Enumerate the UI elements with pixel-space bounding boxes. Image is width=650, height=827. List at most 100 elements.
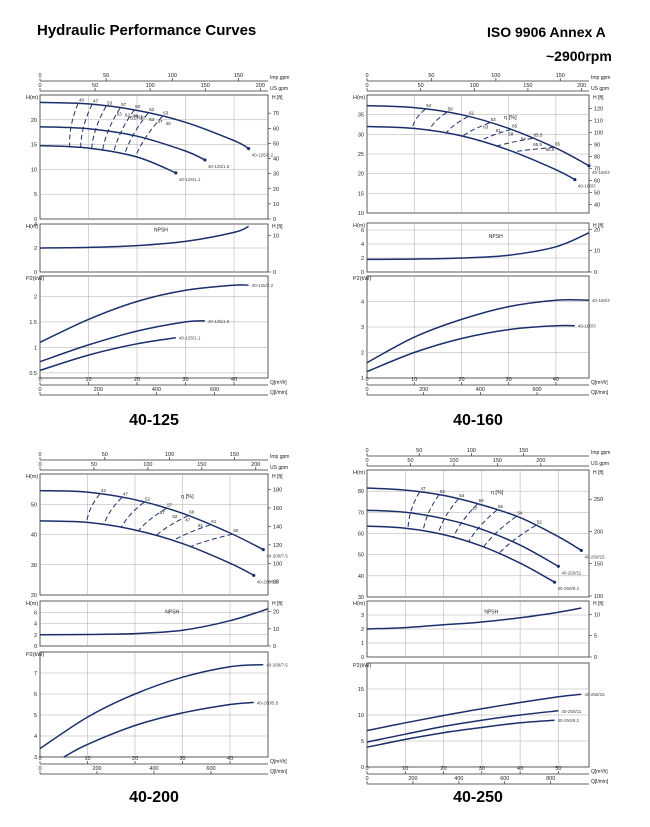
y-tick-label: 20 — [31, 118, 37, 124]
y-right-tick-label: 0 — [594, 655, 597, 661]
m3h-tick-label: 30 — [179, 756, 185, 762]
us-tick-label: 0 — [38, 83, 41, 89]
power-curve — [366, 710, 559, 743]
y-tick-label: 30 — [358, 132, 364, 138]
efficiency-isoline — [155, 515, 189, 537]
imp-tick-label: 150 — [519, 448, 528, 454]
y-right-tick-label: 110 — [594, 118, 603, 124]
power-series-label: 40-200/7.5 — [266, 663, 288, 668]
efficiency-value: 65 — [555, 141, 561, 146]
head-series-label: 40-250/15 — [584, 554, 605, 559]
head-series-label: 40-160/3 — [578, 184, 596, 189]
y-tick-label: 3 — [361, 613, 364, 619]
y-tick-label: 10 — [358, 713, 364, 719]
y-tick-label: 0.5 — [29, 371, 37, 377]
y-right-tick-label: 10 — [273, 233, 279, 239]
efficiency-value: 47 — [185, 518, 191, 523]
y-tick-label: 15 — [31, 143, 37, 149]
head-ylabel: H(m) — [26, 95, 38, 101]
y-right-tick-label: 60 — [594, 178, 600, 184]
lmin-tick-label: 400 — [454, 776, 463, 782]
imp-tick-label: 50 — [428, 73, 434, 79]
efficiency-value: 52 — [145, 496, 151, 501]
y-tick-label: 4 — [361, 300, 364, 306]
head-ylabel-right: H [ft] — [272, 95, 283, 101]
chart-title: 40-250 — [453, 789, 503, 806]
efficiency-value: 63 — [163, 111, 169, 116]
npsh-ylabel: H(m) — [353, 223, 365, 229]
us-tick-label: 50 — [91, 462, 97, 468]
power-series-label: 40-125/2.2 — [252, 283, 274, 288]
head-end-point — [203, 158, 207, 162]
y-right-tick-label: 140 — [273, 524, 282, 530]
efficiency-isoline — [495, 137, 533, 147]
head-end-point — [261, 548, 265, 552]
efficiency-isoline — [437, 498, 459, 534]
head-frame — [39, 94, 269, 220]
y-tick-label: 5 — [361, 739, 364, 745]
efficiency-isoline — [512, 146, 555, 153]
standard-label: ISO 9906 Annex A — [487, 24, 606, 40]
efficiency-value: 53 — [149, 117, 155, 122]
imp-axis-label: Imp gpm — [270, 454, 289, 460]
us-tick-label: 100 — [449, 458, 458, 464]
lmin-tick-label: 600 — [532, 387, 541, 393]
y-right-tick-label: 50 — [594, 190, 600, 196]
us-tick-label: 100 — [146, 83, 155, 89]
efficiency-isoline — [134, 116, 163, 157]
y-tick-label: 4 — [34, 222, 37, 228]
imp-tick-label: 100 — [467, 448, 476, 454]
head-end-point — [174, 171, 178, 175]
npsh-frame — [366, 222, 590, 273]
imp-tick-label: 50 — [102, 452, 108, 458]
power-frame — [39, 275, 269, 379]
efficiency-value: 63 — [117, 111, 123, 116]
imp-tick-label: 100 — [168, 73, 177, 79]
y-tick-label: 20 — [31, 593, 37, 599]
y-tick-label: 10 — [358, 211, 364, 217]
efficiency-value: 65.5 — [533, 142, 542, 147]
efficiency-isoline — [452, 503, 479, 538]
us-tick-label: 200 — [251, 462, 260, 468]
m3h-tick-label: 20 — [132, 756, 138, 762]
y-right-tick-label: 20 — [273, 187, 279, 193]
efficiency-isoline — [103, 497, 123, 526]
y-right-tick-label: 10 — [594, 612, 600, 618]
lmin-tick-label: 600 — [210, 387, 219, 393]
y-tick-label: 25 — [358, 152, 364, 158]
efficiency-isoline — [445, 116, 469, 134]
efficiency-value: 54 — [517, 510, 523, 515]
us-tick-label: 100 — [470, 83, 479, 89]
y-tick-label: 2 — [34, 246, 37, 252]
head-end-point — [587, 164, 591, 168]
power-curve — [63, 701, 254, 758]
head-curve — [366, 509, 559, 567]
head-series-label: 40-200/5.5 — [257, 579, 279, 584]
us-tick-label: 200 — [536, 458, 545, 464]
m3h-tick-label: 0 — [38, 756, 41, 762]
efficiency-value: 52 — [440, 489, 446, 494]
efficiency-isoline — [113, 109, 135, 153]
head-curve — [39, 125, 206, 161]
npsh-ylabel-right: H [ft] — [272, 601, 283, 607]
imp-tick-label: 150 — [230, 452, 239, 458]
y-tick-label: 60 — [358, 532, 364, 538]
y-tick-label: 2 — [34, 294, 37, 300]
imp-tick-label: 0 — [38, 73, 41, 79]
power-ylabel: P2(kW) — [26, 276, 45, 282]
head-ylabel-right: H [ft] — [593, 470, 604, 476]
efficiency-value: 60 — [233, 528, 239, 533]
y-tick-label: 1 — [361, 641, 364, 647]
head-series-label: 40-125/1.1 — [179, 177, 201, 182]
m3h-tick-label: 20 — [134, 377, 140, 383]
us-tick-label: 150 — [523, 83, 532, 89]
head-ylabel-right: H [ft] — [272, 474, 283, 480]
efficiency-isoline — [189, 533, 233, 548]
y-tick-label: 2 — [361, 256, 364, 262]
npsh-curve — [366, 607, 582, 630]
power-frame — [39, 651, 269, 758]
efficiency-isoline — [498, 524, 537, 554]
y-tick-label: 0 — [34, 270, 37, 276]
